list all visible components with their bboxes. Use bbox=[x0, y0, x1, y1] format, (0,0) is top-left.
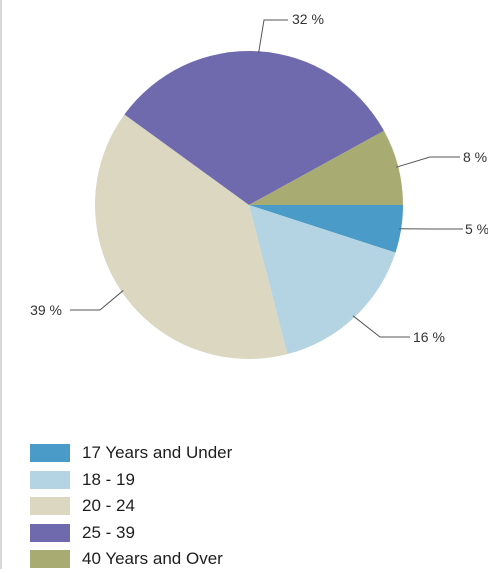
legend-swatch bbox=[30, 444, 70, 462]
legend-item: 20 - 24 bbox=[30, 493, 232, 520]
slice-label: 16 % bbox=[413, 329, 445, 345]
slice-label: 39 % bbox=[30, 302, 62, 318]
leader-line bbox=[259, 20, 288, 53]
legend-swatch bbox=[30, 471, 70, 489]
legend-label: 20 - 24 bbox=[82, 496, 135, 516]
legend-label: 18 - 19 bbox=[82, 470, 135, 490]
legend-label: 17 Years and Under bbox=[82, 443, 232, 463]
legend: 17 Years and Under 18 - 19 20 - 24 25 - … bbox=[30, 440, 232, 573]
legend-item: 25 - 39 bbox=[30, 520, 232, 547]
legend-swatch bbox=[30, 550, 70, 568]
legend-swatch bbox=[30, 524, 70, 542]
slice-label: 32 % bbox=[292, 11, 324, 27]
legend-swatch bbox=[30, 497, 70, 515]
leader-line bbox=[353, 316, 410, 337]
slice-label: 8 % bbox=[463, 149, 487, 165]
legend-item: 18 - 19 bbox=[30, 467, 232, 494]
legend-label: 40 Years and Over bbox=[82, 549, 223, 569]
pie-chart: 5 % 16 % 39 % 32 % 8 % bbox=[0, 0, 488, 440]
leader-line bbox=[396, 157, 460, 167]
legend-label: 25 - 39 bbox=[82, 523, 135, 543]
leader-line bbox=[70, 290, 123, 310]
legend-item: 17 Years and Under bbox=[30, 440, 232, 467]
slice-label: 5 % bbox=[465, 221, 488, 237]
